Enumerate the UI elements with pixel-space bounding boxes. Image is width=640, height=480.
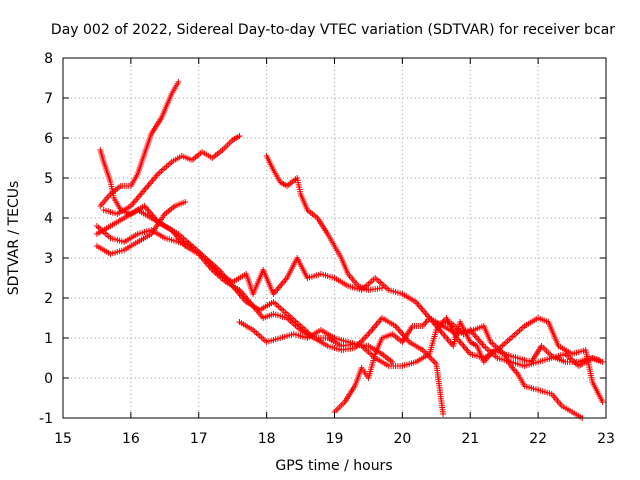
data-series-track-f bbox=[94, 223, 446, 417]
x-tick-label: 17 bbox=[190, 431, 208, 447]
x-tick-label: 19 bbox=[326, 431, 344, 447]
chart-svg: Day 002 of 2022, Sidereal Day-to-day VTE… bbox=[0, 0, 640, 480]
data-series-track-b bbox=[101, 133, 243, 217]
series-markers bbox=[101, 133, 243, 217]
y-tick-label: 8 bbox=[44, 51, 53, 67]
y-tick-label: 2 bbox=[44, 291, 53, 307]
y-tick-label: 5 bbox=[44, 171, 53, 187]
y-tick-label: 3 bbox=[44, 251, 53, 267]
series-markers bbox=[97, 147, 395, 365]
x-tick-label: 18 bbox=[258, 431, 276, 447]
y-tick-label: 4 bbox=[44, 211, 53, 227]
series-markers bbox=[264, 153, 385, 293]
y-tick-label: -1 bbox=[39, 411, 53, 427]
x-tick-label: 20 bbox=[393, 431, 411, 447]
chart-title: Day 002 of 2022, Sidereal Day-to-day VTE… bbox=[51, 22, 615, 38]
x-tick-label: 21 bbox=[461, 431, 479, 447]
x-tick-label: 22 bbox=[529, 431, 547, 447]
y-tick-label: 7 bbox=[44, 91, 53, 107]
y-tick-label: 0 bbox=[44, 371, 53, 387]
y-tick-label: 6 bbox=[44, 131, 53, 147]
data-series-track-h bbox=[264, 153, 385, 293]
x-tick-label: 16 bbox=[122, 431, 140, 447]
y-axis-label: SDTVAR / TECUs bbox=[6, 181, 22, 296]
x-tick-label: 23 bbox=[597, 431, 615, 447]
series-markers bbox=[94, 223, 446, 417]
data-series-track-d bbox=[97, 147, 395, 365]
data-layer bbox=[94, 79, 606, 421]
x-axis-label: GPS time / hours bbox=[275, 458, 392, 474]
y-tick-label: 1 bbox=[44, 331, 53, 347]
x-tick-label: 15 bbox=[54, 431, 72, 447]
